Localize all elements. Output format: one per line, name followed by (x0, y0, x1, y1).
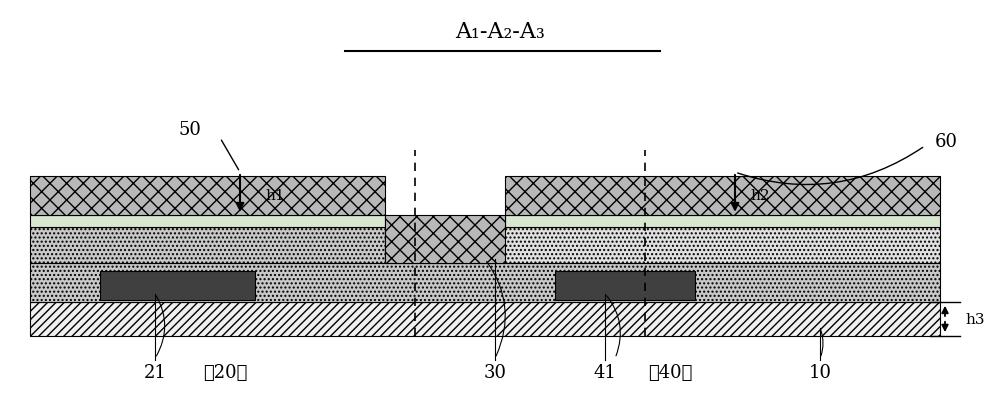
Bar (505, 176, 940, 215)
Bar (30, 227, 385, 263)
Text: 41: 41 (594, 364, 616, 382)
Bar (30, 215, 385, 227)
Text: h2: h2 (750, 190, 770, 203)
Bar (30, 176, 385, 215)
Text: 30: 30 (484, 364, 507, 382)
Bar (505, 215, 940, 227)
Bar (30, 302, 940, 336)
Text: （40）: （40） (648, 364, 692, 382)
Text: h3: h3 (965, 313, 984, 327)
Text: 60: 60 (935, 133, 958, 151)
Bar (100, 271, 255, 300)
Text: （20）: （20） (203, 364, 247, 382)
Bar (385, 215, 505, 263)
Text: 50: 50 (179, 121, 201, 139)
Bar (555, 271, 695, 300)
Text: A₁-A₂-A₃: A₁-A₂-A₃ (455, 21, 545, 43)
Text: h1: h1 (265, 190, 285, 203)
Text: 21: 21 (144, 364, 166, 382)
Text: 10: 10 (808, 364, 832, 382)
Bar (385, 227, 940, 263)
Bar (30, 263, 940, 302)
